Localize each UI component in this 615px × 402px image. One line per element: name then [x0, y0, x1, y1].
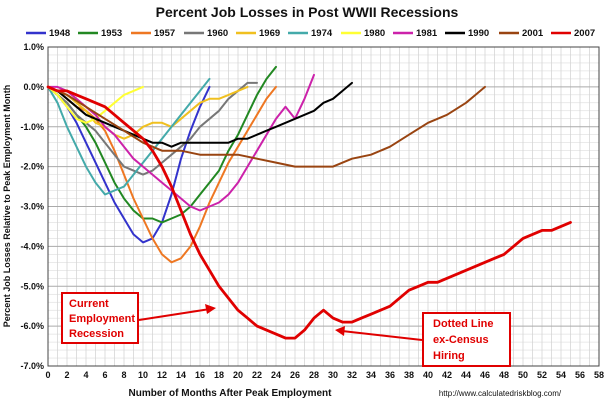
x-tick-label: 38: [404, 370, 414, 380]
x-tick-label: 2: [64, 370, 69, 380]
y-tick-label: 1.0%: [23, 42, 44, 52]
x-tick-label: 40: [423, 370, 433, 380]
series-line-1953: [47, 65, 277, 224]
series-line-1990: [47, 81, 353, 148]
y-tick-label: -1.0%: [20, 122, 44, 132]
series-line-2001: [47, 85, 486, 168]
legend-label-1957: 1957: [154, 28, 175, 39]
source-url: http://www.calculatedriskblog.com/: [439, 389, 562, 398]
annotation-arrow-dotted: [341, 330, 423, 341]
y-tick-label: 0.0%: [23, 82, 44, 92]
series-line-2007: [46, 85, 572, 340]
y-tick-label: -7.0%: [20, 361, 44, 371]
x-tick-label: 36: [385, 370, 395, 380]
x-tick-label: 8: [121, 370, 126, 380]
x-tick-label: 56: [575, 370, 585, 380]
x-tick-labels: 0 2 4 6 8 10 12 14 16 18 20 22 24 26 28 30 32 34 36 38 40 42 4…: [45, 370, 604, 380]
series-line-1969: [47, 85, 249, 140]
annotation-text-current: Recession: [69, 328, 124, 340]
x-tick-label: 54: [556, 370, 566, 380]
legend-label-1990: 1990: [468, 28, 489, 39]
legend-label-1948: 1948: [49, 28, 70, 39]
y-axis-label: Percent Job Losses Relative to Peak Empl…: [2, 85, 12, 328]
legend-label-1953: 1953: [101, 28, 122, 39]
x-tick-label: 46: [480, 370, 490, 380]
annotation-arrowhead-current: [205, 304, 216, 314]
legend-label-1960: 1960: [207, 28, 228, 39]
series-line-1960: [47, 81, 258, 176]
x-tick-label: 28: [309, 370, 319, 380]
y-tick-label: -2.0%: [20, 162, 44, 172]
legend-label-1974: 1974: [311, 28, 333, 39]
x-tick-label: 18: [214, 370, 224, 380]
y-tick-labels: 1.0% 0.0% -1.0% -2.0% -3.0% -4.0% -5.0% -6.0% -7…: [20, 42, 44, 371]
legend: 1948 1953 1957 1960 1969 1974 1980 1981 1990 2001…: [26, 28, 595, 39]
x-tick-label: 4: [83, 370, 88, 380]
x-tick-label: 0: [45, 370, 50, 380]
x-tick-label: 14: [176, 370, 186, 380]
x-tick-label: 44: [461, 370, 471, 380]
x-tick-label: 12: [157, 370, 167, 380]
x-tick-label: 50: [518, 370, 528, 380]
x-tick-label: 26: [290, 370, 300, 380]
y-tick-label: -5.0%: [20, 281, 44, 291]
annotation-text-current: Current: [69, 298, 109, 310]
annotations: Current Employment Recession Dotted Line ex-…: [61, 292, 511, 367]
annotation-text-dotted: Dotted Line: [433, 318, 494, 330]
y-tick-label: -6.0%: [20, 321, 44, 331]
x-tick-label: 30: [328, 370, 338, 380]
y-tick-label: -4.0%: [20, 241, 44, 251]
annotation-arrowhead-dotted: [335, 326, 345, 336]
x-tick-label: 52: [537, 370, 547, 380]
y-tick-label: -3.0%: [20, 202, 44, 212]
annotation-box-dotted: [422, 312, 511, 367]
annotation-arrow-current: [138, 308, 211, 321]
x-tick-label: 6: [102, 370, 107, 380]
x-tick-label: 32: [347, 370, 357, 380]
x-tick-label: 34: [366, 370, 376, 380]
legend-label-1969: 1969: [259, 28, 280, 39]
series-line-1974: [47, 77, 211, 196]
x-tick-label: 22: [252, 370, 262, 380]
x-tick-label: 42: [442, 370, 452, 380]
annotation-box-current: [61, 292, 139, 344]
x-tick-label: 48: [499, 370, 509, 380]
series-line-1948: [47, 85, 211, 244]
x-axis-label: Number of Months After Peak Employment: [129, 388, 333, 399]
chart-title: Percent Job Losses in Post WWII Recessio…: [156, 4, 459, 20]
x-tick-label: 16: [195, 370, 205, 380]
series-lines: [46, 65, 572, 340]
annotation-text-dotted: ex-Census: [433, 334, 489, 346]
annotation-text-dotted: Hiring: [433, 350, 465, 362]
legend-label-2007: 2007: [574, 28, 595, 39]
legend-label-1980: 1980: [364, 28, 385, 39]
x-tick-label: 10: [138, 370, 148, 380]
x-tick-label: 24: [271, 370, 281, 380]
x-tick-label: 20: [233, 370, 243, 380]
annotation-text-current: Employment: [69, 313, 135, 325]
legend-label-1981: 1981: [416, 28, 438, 39]
legend-label-2001: 2001: [522, 28, 544, 39]
plot-area-border: [47, 46, 600, 367]
x-tick-label: 58: [594, 370, 604, 380]
